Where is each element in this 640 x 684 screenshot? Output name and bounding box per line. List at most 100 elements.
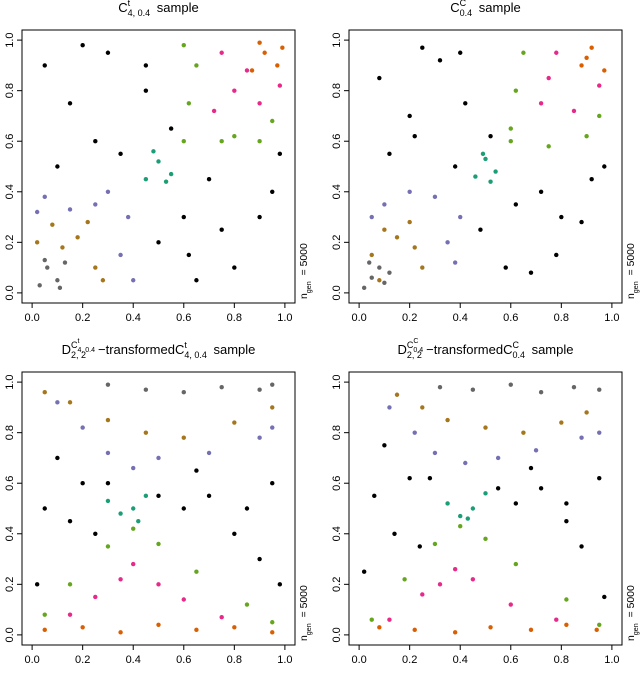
point xyxy=(445,417,450,423)
point xyxy=(528,465,534,471)
point xyxy=(131,278,136,283)
point xyxy=(67,207,73,212)
point xyxy=(93,594,98,600)
panel: Ct 4, 0.4 sample ngen = 5000 0.0 0.2 0.4 0.6 0.… xyxy=(4,0,313,324)
point xyxy=(206,493,212,499)
point xyxy=(513,202,519,207)
point xyxy=(181,435,186,440)
point xyxy=(232,265,237,270)
text-part: gen xyxy=(631,281,640,293)
y-tick-label: 0.2 xyxy=(331,577,343,592)
point xyxy=(118,151,123,157)
point xyxy=(105,450,111,456)
point xyxy=(579,63,584,68)
point xyxy=(194,627,199,633)
point xyxy=(387,617,392,622)
y-tick-label: 0.0 xyxy=(331,627,343,642)
text-part: t xyxy=(184,340,187,350)
point xyxy=(597,83,602,88)
point xyxy=(483,491,488,496)
point xyxy=(62,260,68,265)
point xyxy=(42,506,47,511)
point xyxy=(206,450,212,456)
point xyxy=(458,513,463,519)
point xyxy=(42,63,47,68)
point xyxy=(377,278,382,283)
point xyxy=(118,630,123,635)
point xyxy=(463,101,468,106)
point xyxy=(361,285,367,291)
point xyxy=(105,50,111,55)
point xyxy=(445,240,450,245)
point xyxy=(554,617,559,622)
plot-box xyxy=(348,371,623,646)
point xyxy=(131,506,136,511)
point xyxy=(249,68,255,73)
x-tick-label: 0.2 xyxy=(75,312,90,324)
point xyxy=(473,174,478,179)
text-part: D xyxy=(397,342,406,357)
point xyxy=(420,45,425,50)
text-part: sample xyxy=(210,342,256,357)
point xyxy=(37,283,42,288)
point xyxy=(470,387,476,392)
point xyxy=(602,594,607,600)
y-tick-label: 1.0 xyxy=(4,32,16,47)
text-part: C xyxy=(450,0,459,15)
text-part: C xyxy=(503,342,512,357)
point xyxy=(131,561,136,567)
point xyxy=(75,235,80,240)
point xyxy=(579,435,584,440)
point xyxy=(458,50,463,55)
point xyxy=(513,561,519,567)
point xyxy=(181,42,186,48)
plot-box xyxy=(21,371,296,646)
point xyxy=(488,625,493,630)
point xyxy=(143,430,149,435)
text-part: 0.4 xyxy=(512,350,525,360)
panel: D2, 2Ct 4, 0.4 −transformedCt 4, 0.4 sample… xyxy=(4,338,313,666)
point xyxy=(105,498,111,504)
point xyxy=(521,50,526,55)
point xyxy=(508,602,513,607)
y-tick-label: 0.8 xyxy=(4,83,16,98)
point xyxy=(80,42,85,48)
x-tick-label: 0.2 xyxy=(75,654,90,666)
point xyxy=(382,202,387,207)
text-part: t xyxy=(77,338,79,345)
point xyxy=(219,384,224,390)
point xyxy=(80,425,85,430)
point xyxy=(219,227,224,232)
text-part: = 5000 xyxy=(299,585,310,620)
point xyxy=(437,582,443,587)
text-part: C xyxy=(460,0,467,8)
point xyxy=(437,384,443,390)
point xyxy=(80,481,85,486)
point xyxy=(602,68,607,73)
text-part: C xyxy=(118,0,127,15)
text-part: gen xyxy=(631,623,640,635)
point xyxy=(508,139,513,144)
text-part: 0.4 xyxy=(460,8,473,18)
point xyxy=(369,617,374,622)
point xyxy=(143,88,149,93)
point xyxy=(105,544,111,549)
point xyxy=(538,486,544,491)
x-tick-label: 0.0 xyxy=(24,312,39,324)
point xyxy=(508,126,513,131)
point xyxy=(80,625,85,630)
point xyxy=(156,622,161,627)
point xyxy=(402,577,407,582)
point xyxy=(559,214,564,220)
text-part: sample xyxy=(528,342,574,357)
text-part: sample xyxy=(475,0,521,15)
point xyxy=(427,475,433,481)
point xyxy=(131,526,136,531)
x-tick-label: 0.4 xyxy=(126,654,141,666)
point xyxy=(367,260,372,265)
point xyxy=(67,612,73,617)
y-tick-label: 0.8 xyxy=(331,425,343,440)
